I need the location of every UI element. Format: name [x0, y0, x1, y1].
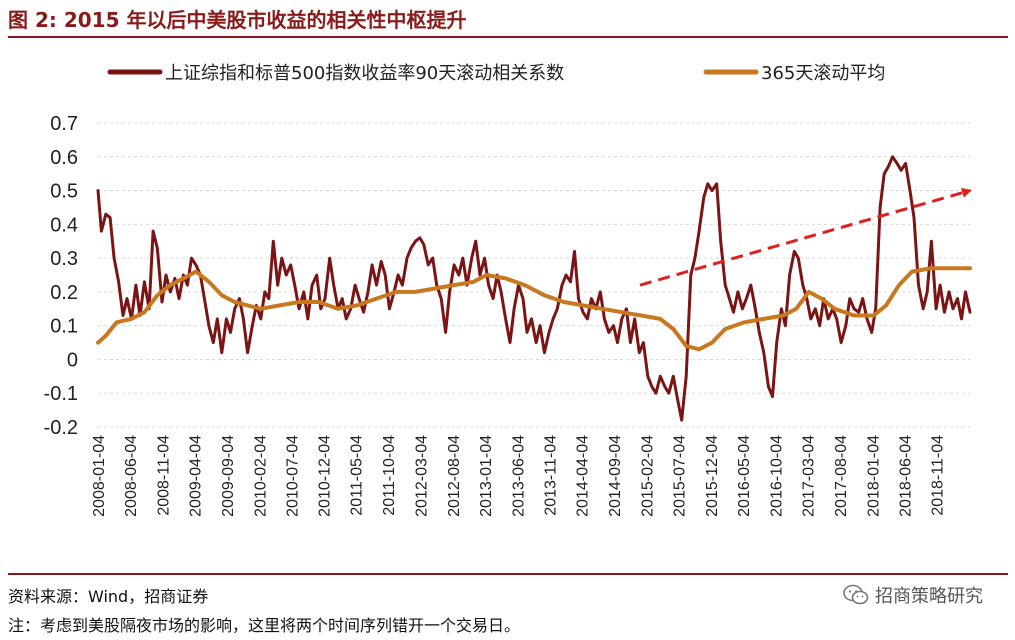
- y-tick-label: 0.7: [50, 113, 78, 135]
- x-tick-label: 2018-11-04: [930, 435, 947, 516]
- x-tick-label: 2017-03-04: [800, 435, 817, 517]
- legend-label-corr: 上证综指和标普500指数收益率90天滚动相关系数: [165, 63, 564, 84]
- y-axis-tick-labels: 0.7 0.6 0.5 0.4 0.3 0.2 0.1 0 -0.1 -0.2: [44, 113, 78, 439]
- x-tick-label: 2014-04-04: [575, 435, 592, 517]
- y-tick-label: -0.1: [44, 383, 78, 405]
- x-tick-label: 2008-01-04: [91, 435, 108, 517]
- y-tick-label: 0.4: [50, 214, 78, 236]
- x-tick-label: 2018-01-04: [865, 435, 882, 517]
- series-lines: [96, 155, 972, 422]
- x-tick-label: 2013-01-04: [478, 435, 495, 517]
- x-tick-label: 2009-04-04: [188, 435, 205, 517]
- footer-divider: [8, 573, 1008, 575]
- x-tick-label: 2015-02-04: [640, 435, 657, 517]
- wechat-icon: [843, 584, 869, 605]
- watermark-text: 招商策略研究: [875, 586, 983, 607]
- x-tick-label: 2016-05-04: [736, 435, 753, 517]
- x-tick-label: 2011-05-04: [349, 435, 366, 516]
- x-axis-tick-labels: 2008-01-04 2008-06-04 2008-11-04 2009-04-04…: [91, 435, 947, 517]
- footnote: 注：考虑到美股隔夜市场的影响，这里将两个时间序列错开一个交易日。: [8, 616, 521, 635]
- source-note: 资料来源：Wind，招商证券: [8, 587, 209, 606]
- x-tick-label: 2014-09-04: [607, 435, 624, 517]
- x-tick-label: 2012-03-04: [413, 435, 430, 517]
- figure-title: 图 2: 2015 年以后中美股市收益的相关性中枢提升: [8, 8, 467, 32]
- x-tick-label: 2010-07-04: [284, 435, 301, 517]
- legend: 上证综指和标普500指数收益率90天滚动相关系数 365天滚动平均: [107, 63, 885, 84]
- x-tick-label: 2008-11-04: [156, 435, 173, 516]
- x-tick-label: 2015-07-04: [671, 435, 688, 517]
- y-tick-label: -0.2: [44, 417, 78, 439]
- x-tick-label: 2011-10-04: [381, 435, 398, 516]
- y-tick-label: 0.5: [50, 181, 78, 203]
- y-tick-label: 0.1: [50, 316, 78, 338]
- chart: 上证综指和标普500指数收益率90天滚动相关系数 365天滚动平均 0.7 0.6…: [44, 63, 972, 517]
- y-tick-label: 0.3: [50, 248, 78, 270]
- x-tick-label: 2017-08-04: [833, 435, 850, 517]
- x-tick-label: 2009-09-04: [220, 435, 237, 517]
- x-tick-label: 2010-02-04: [253, 435, 270, 517]
- y-tick-label: 0: [67, 349, 78, 371]
- x-tick-label: 2018-06-04: [897, 435, 914, 517]
- x-tick-label: 2008-06-04: [123, 435, 140, 517]
- x-tick-label: 2013-11-04: [543, 435, 560, 516]
- title-divider: [8, 36, 1008, 38]
- x-tick-label: 2015-12-04: [704, 435, 721, 517]
- x-tick-label: 2010-12-04: [317, 435, 334, 517]
- y-tick-label: 0.6: [50, 147, 78, 169]
- watermark: 招商策略研究: [843, 582, 983, 608]
- legend-label-avg: 365天滚动平均: [761, 63, 885, 84]
- y-tick-label: 0.2: [50, 282, 78, 304]
- trend-arrow: [639, 187, 972, 287]
- x-tick-label: 2013-06-04: [510, 435, 527, 517]
- grid-lines: [98, 122, 970, 428]
- x-tick-label: 2016-10-04: [768, 435, 785, 517]
- series-line-365d-average: [96, 266, 972, 352]
- x-tick-label: 2012-08-04: [446, 435, 463, 517]
